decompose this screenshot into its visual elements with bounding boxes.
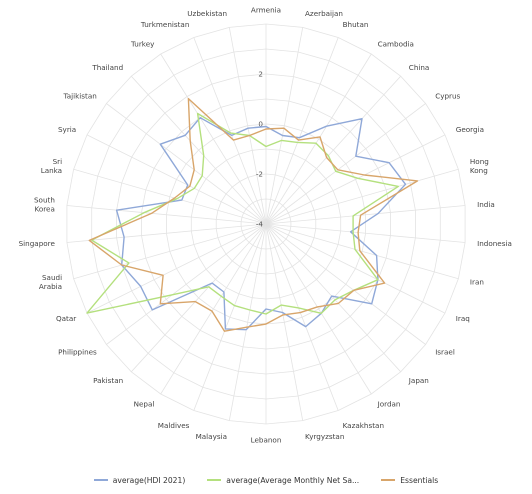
grid-spoke <box>66 223 267 243</box>
tick-label: 0 <box>258 120 263 129</box>
category-label: Turkey <box>130 39 155 48</box>
category-label: Pakistan <box>93 376 123 385</box>
category-label: Lebanon <box>251 436 282 445</box>
grid-spoke <box>160 223 267 395</box>
category-label: Indonesia <box>477 239 512 248</box>
category-label: Philippines <box>58 347 97 356</box>
grid-spoke <box>106 103 267 225</box>
grid-spoke <box>265 223 459 280</box>
grid-spoke <box>265 223 372 395</box>
category-label: Bhutan <box>343 20 369 29</box>
legend-swatch-salary <box>207 479 222 481</box>
grid-spoke <box>265 134 446 225</box>
category-label: Armenia <box>251 6 281 15</box>
category-label: South Korea <box>34 195 55 213</box>
grid-spoke <box>265 205 466 225</box>
category-label: India <box>477 200 495 209</box>
category-label: China <box>409 63 430 72</box>
series-lines <box>86 97 419 332</box>
legend-item-essentials[interactable]: Essentials <box>381 472 438 488</box>
legend: average(HDI 2021) average(Average Monthl… <box>0 472 532 488</box>
category-label: Cambodia <box>378 39 414 48</box>
legend-item-salary[interactable]: average(Average Monthly Net Sa... <box>207 472 359 488</box>
series-line-0[interactable] <box>115 116 407 331</box>
legend-label-hdi: average(HDI 2021) <box>112 475 186 485</box>
radar-grid <box>66 23 466 425</box>
grid-spoke <box>86 134 267 225</box>
grid-spoke <box>228 27 267 225</box>
category-label: Hong Kong <box>470 157 489 175</box>
grid-spoke <box>265 223 446 314</box>
series-line-1[interactable] <box>86 112 399 315</box>
category-label: Japan <box>408 376 429 385</box>
category-label: Syria <box>58 125 76 134</box>
category-label: Saudi Arabia <box>39 273 62 291</box>
category-label: Kazakhstan <box>343 421 384 430</box>
legend-label-essentials: Essentials <box>400 475 439 485</box>
grid-spoke <box>131 75 267 225</box>
category-label: Maldives <box>158 421 190 430</box>
category-label: Sri Lanka <box>41 157 62 175</box>
grid-spoke <box>265 223 304 421</box>
grid-spoke <box>86 223 267 314</box>
grid-spoke <box>160 53 267 225</box>
category-label: Iraq <box>456 314 470 323</box>
category-label: Israel <box>435 347 455 356</box>
legend-label-salary: average(Average Monthly Net Sa... <box>226 475 360 485</box>
category-label: Kyrgyzstan <box>305 432 344 441</box>
grid-spoke <box>265 223 426 345</box>
category-label: Uzbekistan <box>187 9 227 18</box>
legend-swatch-hdi <box>93 479 108 481</box>
grid-spoke <box>228 223 267 421</box>
category-label: Malaysia <box>196 432 227 441</box>
legend-swatch-essentials <box>381 479 396 481</box>
grid-spoke <box>131 223 267 373</box>
tick-label: -2 <box>256 170 263 179</box>
series-line-2[interactable] <box>88 97 419 332</box>
category-label: Georgia <box>456 125 484 134</box>
category-label: Singapore <box>19 239 56 248</box>
grid-spoke <box>265 53 372 225</box>
category-label: Turkmenistan <box>140 20 189 29</box>
radial-tick-labels: -4 -2 0 2 <box>256 70 264 229</box>
category-label: Tajikistan <box>63 92 97 101</box>
category-label: Thailand <box>91 63 123 72</box>
tick-label: -4 <box>256 220 264 229</box>
grid-spoke <box>265 223 339 411</box>
grid-spoke <box>265 103 426 225</box>
grid-spoke <box>265 168 459 225</box>
category-label: Azerbaijan <box>305 9 343 18</box>
grid-spoke <box>265 27 304 225</box>
grid-spoke <box>73 168 267 225</box>
grid-spoke <box>193 223 267 411</box>
legend-item-hdi[interactable]: average(HDI 2021) <box>93 472 186 488</box>
category-label: Qatar <box>56 314 76 323</box>
grid-spoke <box>265 223 466 243</box>
tick-label: 2 <box>258 70 263 79</box>
grid-spoke <box>106 223 267 345</box>
grid-spoke <box>265 37 339 225</box>
category-label: Nepal <box>134 400 155 409</box>
grid-spoke <box>193 37 267 225</box>
grid-spoke <box>265 75 401 225</box>
grid-spoke <box>265 223 401 373</box>
grid-spoke <box>66 205 267 225</box>
grid-spoke <box>73 223 267 280</box>
category-label: Cyprus <box>435 92 460 101</box>
category-label: Iran <box>470 278 484 287</box>
category-label: Jordan <box>377 400 401 409</box>
